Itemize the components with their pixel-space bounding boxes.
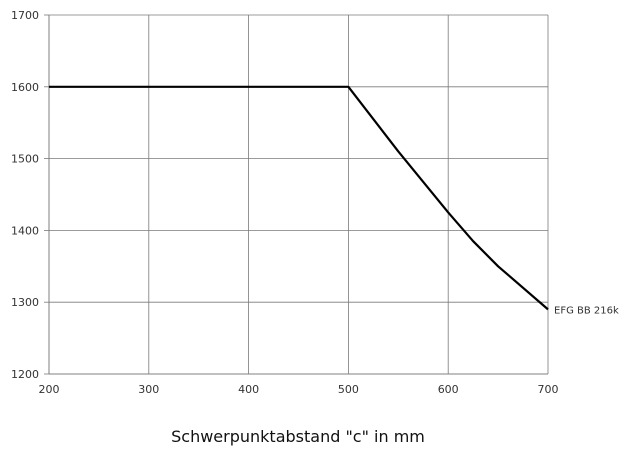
series-line: [49, 85, 549, 311]
x-tick-label: 300: [138, 383, 159, 396]
x-tick-label: 200: [39, 383, 60, 396]
y-tick-label: 1200: [11, 368, 39, 381]
series-group: EFG BB 216k: [49, 85, 619, 316]
y-tick-labels: 1200 1300 1400 1500 1600 1700: [11, 9, 39, 381]
x-tick-label: 700: [538, 383, 559, 396]
axes: [44, 14, 548, 375]
y-tick-label: 1500: [11, 153, 39, 166]
x-tick-labels: 200 300 400 500 600 700: [39, 383, 559, 396]
x-tick-label: 400: [238, 383, 259, 396]
grid: [48, 14, 549, 375]
x-tick-label: 600: [438, 383, 459, 396]
y-tick-label: 1300: [11, 296, 39, 309]
x-tick-label: 500: [338, 383, 359, 396]
y-tick-label: 1600: [11, 81, 39, 94]
x-axis-title: Schwerpunktabstand "c" in mm: [171, 427, 425, 446]
series-label: EFG BB 216k: [554, 305, 619, 316]
y-tick-label: 1700: [11, 9, 39, 22]
y-tick-label: 1400: [11, 224, 39, 237]
